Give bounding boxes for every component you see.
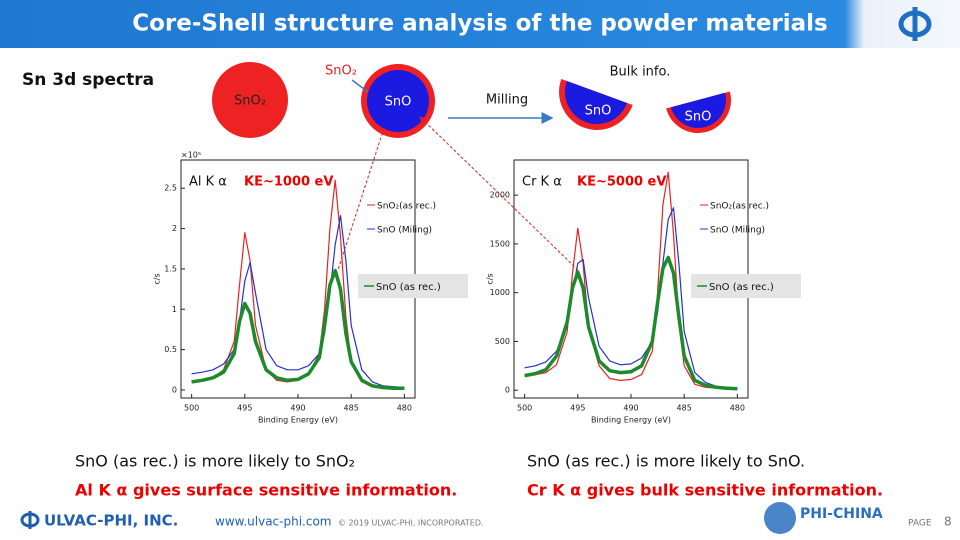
core-label: SnO — [385, 95, 412, 110]
chart-title: Al K α — [189, 175, 227, 190]
y-tick-label: 0.5 — [164, 345, 177, 354]
y-tick-label: 0 — [172, 385, 177, 394]
milling-label: Milling — [486, 93, 528, 108]
y-axis-label: c/s — [153, 273, 162, 284]
y-tick-label: 2 — [172, 224, 177, 233]
conclusion-finding: Al K α gives surface sensitive informati… — [75, 481, 457, 500]
fragment-label: SnO — [685, 110, 712, 125]
legend-label: SnO (Miling) — [710, 226, 765, 236]
page-number: 8 — [944, 515, 952, 529]
footer-company: ULVAC-PHI, INC. — [44, 512, 178, 530]
core — [367, 70, 429, 132]
x-tick-label: 500 — [184, 404, 199, 413]
y-tick-label: 1 — [172, 305, 177, 314]
y-tick-label: 500 — [495, 337, 510, 346]
header-logo — [898, 7, 932, 41]
x-tick-label: 485 — [677, 404, 692, 413]
fragment-1 — [559, 79, 633, 130]
footer-copyright: © 2019 ULVAC-PHI, INCORPORATED. — [338, 519, 484, 528]
x-tick-label: 500 — [517, 404, 532, 413]
page-label: PAGE — [908, 519, 932, 529]
footer-url: www.ulvac-phi.com — [215, 515, 331, 529]
x-tick-label: 495 — [237, 404, 252, 413]
footer-partner: PHI-CHINA — [800, 506, 883, 522]
legend-label: SnO (Miling) — [377, 226, 432, 236]
conclusion-statement: SnO (as rec.) is more likely to SnO₂ — [75, 452, 355, 471]
fragment-label: SnO — [585, 104, 612, 119]
chart-subtitle: KE~1000 eV — [244, 175, 333, 190]
y-tick-label: 1.5 — [164, 264, 177, 273]
x-tick-label: 485 — [344, 404, 359, 413]
x-tick-label: 495 — [570, 404, 585, 413]
x-tick-label: 480 — [730, 404, 745, 413]
conclusion-finding: Cr K α gives bulk sensitive information. — [527, 481, 883, 500]
legend-box — [358, 274, 468, 298]
spectrum-line — [191, 268, 405, 391]
fragment-2 — [666, 91, 731, 133]
conclusion-statement: SnO (as rec.) is more likely to SnO. — [527, 452, 805, 471]
charts: 500 495 490 485 480 0 0.5 1 1.5 2 2.5 Binding Energ… — [153, 151, 801, 425]
chart-subtitle: KE~5000 eV — [577, 175, 666, 190]
bulk-label: Bulk info. — [610, 65, 671, 80]
legend-label: SnO (as rec.) — [376, 282, 441, 293]
header-title: Core-Shell structure analysis of the pow… — [132, 11, 828, 37]
section-label: Sn 3d spectra — [22, 70, 154, 90]
y-axis-label: c/s — [486, 273, 495, 284]
y-tick-label: 1000 — [490, 288, 510, 297]
y-tick-label: 2.5 — [164, 184, 177, 193]
x-tick-label: 490 — [623, 404, 638, 413]
y-tick-label: 2000 — [490, 191, 510, 200]
legend-label: SnO₂(as rec.) — [377, 202, 436, 212]
partner-logo — [764, 502, 796, 534]
x-tick-label: 480 — [397, 404, 412, 413]
pointer-line — [419, 116, 579, 271]
y-multiplier: ×10⁵ — [181, 151, 201, 160]
legend-box — [691, 274, 801, 298]
x-tick-label: 490 — [290, 404, 305, 413]
shell-particle-label: SnO₂ — [234, 94, 266, 109]
shell-particle — [212, 62, 288, 138]
y-tick-label: 0 — [505, 386, 510, 395]
shell-pointer — [351, 79, 369, 93]
x-axis-label: Binding Energy (eV) — [591, 416, 671, 425]
legend-label: SnO (as rec.) — [709, 282, 774, 293]
spectrum-line — [524, 255, 738, 391]
footer-logo — [20, 511, 40, 529]
shell-label: SnO₂ — [325, 64, 357, 79]
legend-label: SnO₂(as rec.) — [710, 202, 769, 212]
header-bar — [0, 0, 960, 48]
chart-title: Cr K α — [522, 175, 562, 190]
x-axis-label: Binding Energy (eV) — [258, 416, 338, 425]
y-tick-label: 1500 — [490, 239, 510, 248]
